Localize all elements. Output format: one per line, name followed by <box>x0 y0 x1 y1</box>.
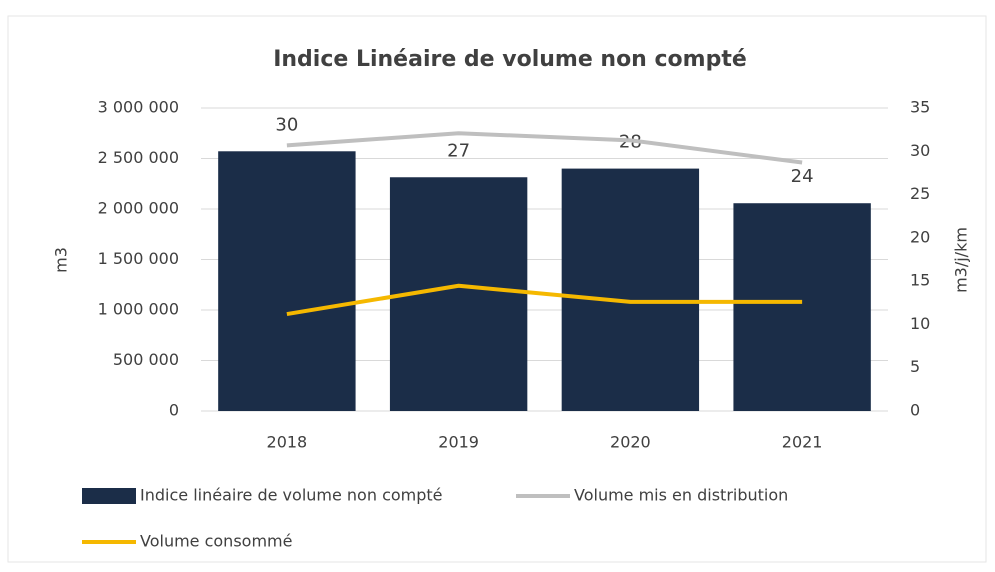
legend-label: Indice linéaire de volume non compté <box>140 486 443 505</box>
y2-tick-label: 30 <box>910 141 930 160</box>
y2-tick-label: 35 <box>910 98 930 117</box>
line-series <box>286 283 803 317</box>
legend-label: Volume mis en distribution <box>574 486 788 505</box>
y2-tick-label: 0 <box>910 401 920 420</box>
x-tick-label: 2020 <box>610 433 651 452</box>
y-tick-label: 2 000 000 <box>98 199 179 218</box>
y-tick-label: 3 000 000 <box>98 98 179 117</box>
bar <box>733 203 871 411</box>
legend-label: Volume consommé <box>140 532 292 551</box>
y2-tick-label: 10 <box>910 314 930 333</box>
y-tick-label: 500 000 <box>113 350 179 369</box>
y2-tick-label: 5 <box>910 357 920 376</box>
x-tick-label: 2021 <box>782 433 823 452</box>
x-tick-label: 2019 <box>438 433 479 452</box>
line-series <box>286 131 803 165</box>
y2-tick-label: 25 <box>910 184 930 203</box>
y2-tick-label: 15 <box>910 271 930 290</box>
chart-title: Indice Linéaire de volume non compté <box>273 47 747 72</box>
legend-swatch <box>82 488 136 504</box>
data-label: 27 <box>447 140 470 161</box>
y-tick-label: 1 000 000 <box>98 300 179 319</box>
x-tick-label: 2018 <box>267 433 308 452</box>
y2-tick-label: 20 <box>910 227 930 246</box>
data-label: 24 <box>791 166 814 187</box>
y-tick-label: 2 500 000 <box>98 148 179 167</box>
y-axis-title: m3 <box>52 247 71 273</box>
y-tick-label: 0 <box>169 401 179 420</box>
y2-axis-title: m3/j/km <box>952 227 971 293</box>
bar <box>561 168 700 411</box>
y-tick-label: 1 500 000 <box>98 249 179 268</box>
bar <box>218 151 356 412</box>
data-label: 30 <box>275 114 298 135</box>
